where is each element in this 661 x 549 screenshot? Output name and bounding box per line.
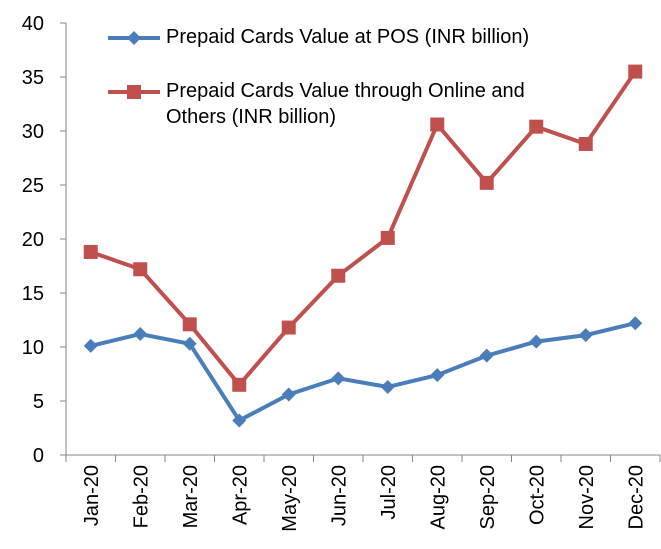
legend-item: Prepaid Cards Value through Online and O… <box>166 80 525 128</box>
x-tick-label: Nov-20 <box>576 465 598 529</box>
data-point <box>133 262 148 277</box>
data-point <box>380 379 395 394</box>
data-point <box>430 117 445 132</box>
data-point <box>281 387 296 402</box>
data-point <box>479 348 494 363</box>
y-tick-label: 5 <box>33 391 44 413</box>
data-point <box>133 327 148 342</box>
data-point <box>281 320 296 335</box>
data-point <box>182 317 197 332</box>
legend-marker <box>127 85 141 99</box>
x-tick-label: Mar-20 <box>180 465 202 528</box>
x-tick-label: Apr-20 <box>229 465 251 525</box>
data-point <box>232 377 247 392</box>
y-tick-label: 30 <box>22 121 44 143</box>
x-tick-label: Feb-20 <box>130 465 152 528</box>
x-tick-label: Sep-20 <box>477 465 499 530</box>
x-tick-label: Jan-20 <box>81 465 103 526</box>
data-point <box>628 316 643 331</box>
data-point <box>529 119 544 134</box>
x-tick-label: Jul-20 <box>378 465 400 519</box>
data-point <box>83 338 98 353</box>
legend-label: Prepaid Cards Value at POS (INR billion) <box>166 26 530 48</box>
data-point <box>331 371 346 386</box>
y-tick-label: 0 <box>33 445 44 467</box>
x-tick-label: Oct-20 <box>526 465 548 525</box>
data-point <box>628 64 643 79</box>
x-tick-label: Jun-20 <box>328 465 350 526</box>
y-tick-label: 40 <box>22 13 44 35</box>
x-tick-label: Dec-20 <box>625 465 647 529</box>
x-tick-label: May-20 <box>279 465 301 532</box>
data-point <box>529 334 544 349</box>
data-point <box>182 336 197 351</box>
y-tick-label: 35 <box>22 67 44 89</box>
data-point <box>430 368 445 383</box>
data-point <box>83 244 98 259</box>
legend-item: Prepaid Cards Value at POS (INR billion) <box>166 26 530 48</box>
series-line <box>90 321 636 424</box>
x-tick-label: Aug-20 <box>427 465 449 530</box>
y-tick-label: 10 <box>22 337 44 359</box>
data-point <box>380 230 395 245</box>
legend-marker <box>127 31 141 45</box>
y-tick-label: 25 <box>22 175 44 197</box>
data-point <box>232 413 247 428</box>
data-point <box>479 175 494 190</box>
legend-label: Prepaid Cards Value through Online and O… <box>166 80 525 128</box>
data-point <box>578 136 593 151</box>
data-point <box>578 328 593 343</box>
y-tick-label: 20 <box>22 229 44 251</box>
data-point <box>331 268 346 283</box>
series-line <box>90 70 637 388</box>
y-tick-label: 15 <box>22 283 44 305</box>
